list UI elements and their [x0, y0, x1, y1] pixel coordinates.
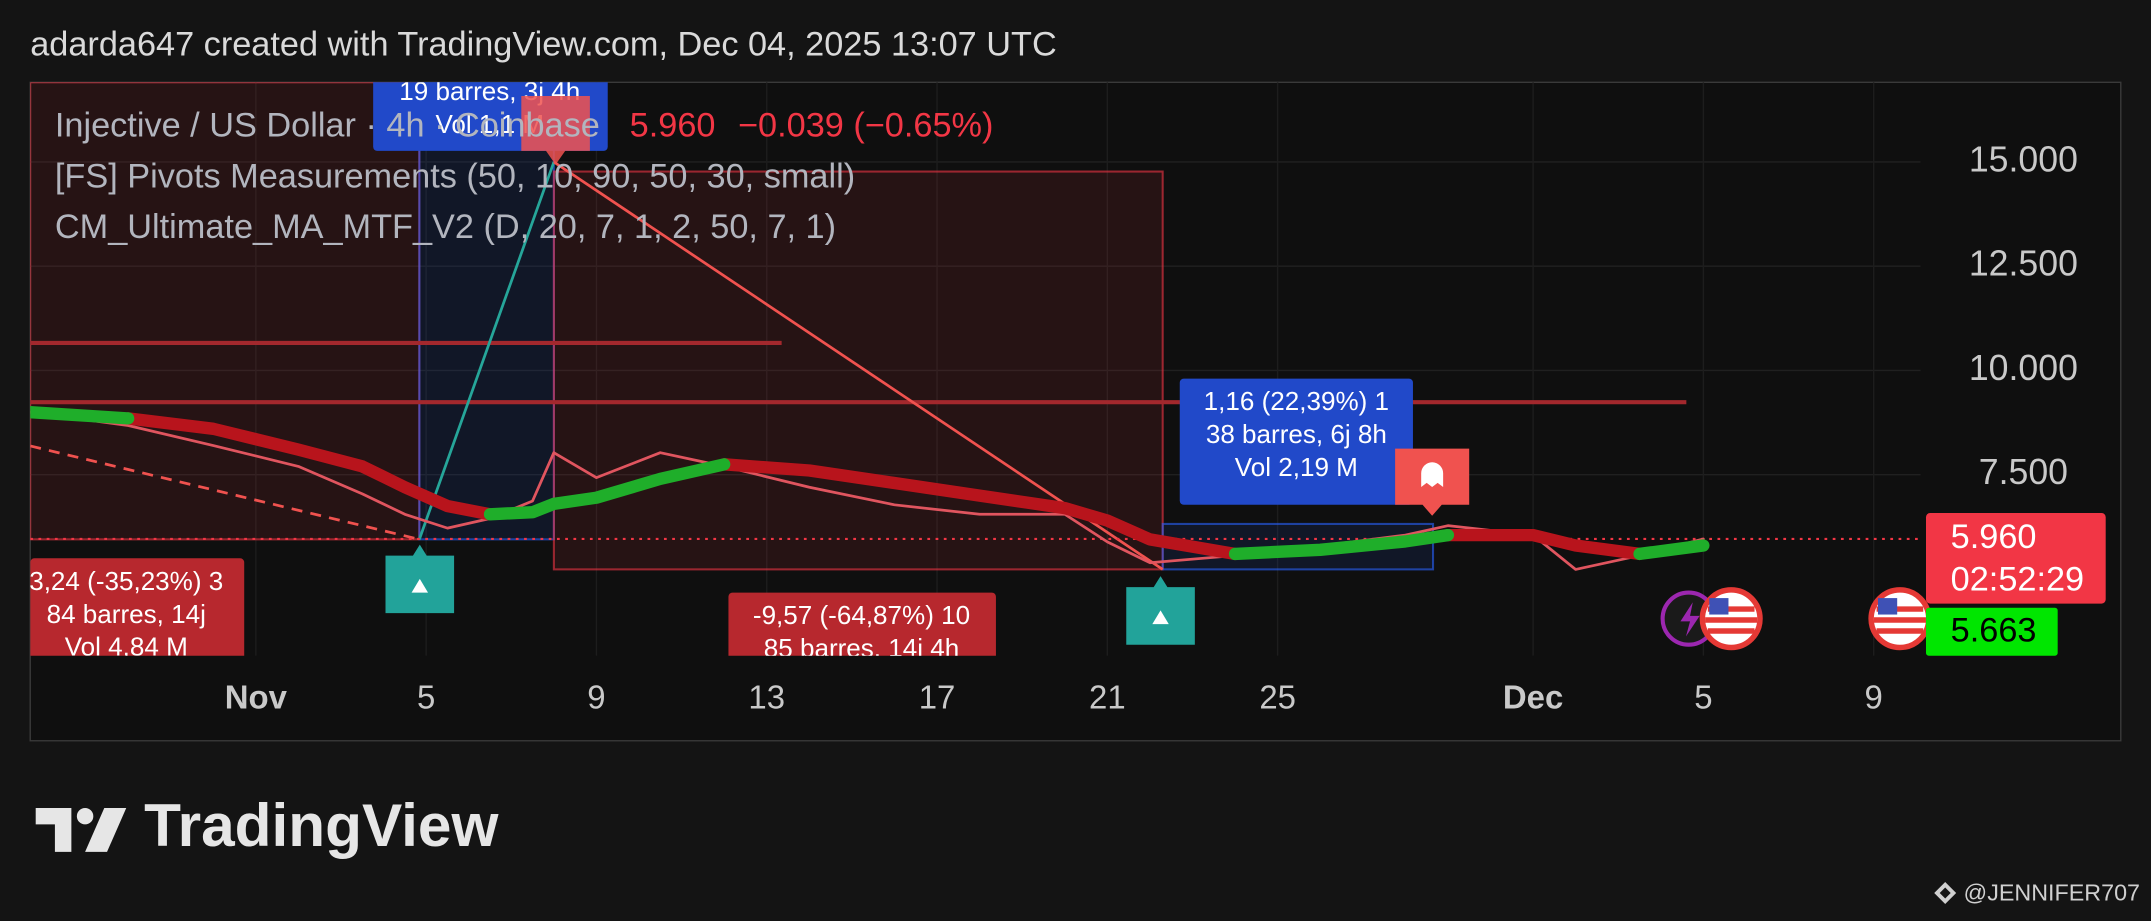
- trend-line: [30, 444, 420, 541]
- legend-symbol: Injective / US Dollar · 4h · Coinbase: [55, 107, 600, 145]
- y-tick-label: 15.000: [1969, 139, 2078, 179]
- price-line: [30, 410, 1705, 571]
- legend-price: 5.960: [630, 107, 716, 145]
- trend-line: [418, 161, 556, 540]
- pivot-high-marker: [521, 96, 590, 165]
- x-tick-label: 21: [1089, 678, 1126, 715]
- measurement-label-box: [728, 592, 996, 656]
- x-tick-label: Nov: [225, 678, 288, 715]
- last-price-label: 5.960: [1951, 518, 2037, 556]
- footer-credit: @JENNIFER707: [1964, 880, 2140, 906]
- measurement-label: 84 barres, 14j: [47, 599, 206, 629]
- marker-icon: [411, 578, 429, 593]
- x-tick-label: 5: [1694, 678, 1712, 715]
- x-tick-label: Dec: [1503, 678, 1563, 715]
- x-tick-label: 13: [748, 678, 785, 715]
- y-tick-label: 12.500: [1969, 244, 2078, 284]
- x-tick-label: 17: [919, 678, 956, 715]
- y-tick-label: 7.500: [1979, 452, 2068, 492]
- overlay: 7.500 10.000 12.500 15.000 Nov 5 9 13 17 21 25 Dec 5…: [29, 82, 2078, 715]
- countdown-label: 02:52:29: [1951, 561, 2084, 599]
- flag-icon: [1877, 598, 1898, 615]
- x-tick-label: 25: [1259, 678, 1296, 715]
- measurement-label-box: [30, 558, 245, 656]
- pivot-low-marker: [1126, 576, 1195, 645]
- moving-average: [121, 412, 1646, 561]
- markers: [385, 96, 1932, 651]
- footer-logo: TradingView: [144, 791, 499, 859]
- ma-price-label: 5.663: [1951, 611, 2037, 649]
- measurement-label: 3,24 (-35,23%) 3: [29, 566, 223, 596]
- moving-average: [30, 406, 1710, 561]
- measurement-label: Vol 4,84 M: [65, 632, 188, 662]
- x-tick-label: 5: [417, 678, 435, 715]
- logo-icon: [35, 807, 127, 852]
- event-icon: [1680, 602, 1700, 637]
- marker-icon: [1152, 610, 1169, 625]
- legend-indicator: CM_Ultimate_MA_MTF_V2 (D, 20, 7, 1, 2, 5…: [55, 208, 836, 246]
- measurement-label: 1,16 (22,39%) 1: [1204, 386, 1389, 416]
- legend-change: −0.039 (−0.65%): [738, 107, 993, 145]
- measurement-label: Vol 2,19 M: [1235, 452, 1358, 482]
- measurement-label: 85 barres, 14j 4h: [764, 633, 959, 663]
- chart-panel: [29, 81, 2122, 742]
- legend-indicator: [FS] Pivots Measurements (50, 10, 90, 50…: [55, 157, 855, 195]
- x-tick-label: 9: [587, 678, 605, 715]
- measurement-label-box: [1179, 378, 1413, 505]
- measurement-label: -9,57 (-64,87%) 10: [753, 600, 970, 630]
- flag-icon: [1709, 598, 1729, 615]
- ma-price-box: [1925, 607, 2058, 656]
- header-text: adarda647 created with TradingView.com, …: [30, 26, 1057, 64]
- credit-icon: [1934, 882, 1957, 904]
- plot-area: [30, 82, 1921, 656]
- measurement-label: 38 barres, 6j 8h: [1206, 419, 1387, 449]
- measurement-box: [418, 82, 555, 541]
- x-tick-label: 9: [1865, 678, 1883, 715]
- last-price-box: [1925, 513, 2106, 604]
- y-tick-label: 10.000: [1969, 348, 2078, 388]
- ghost-icon: [1421, 462, 1444, 487]
